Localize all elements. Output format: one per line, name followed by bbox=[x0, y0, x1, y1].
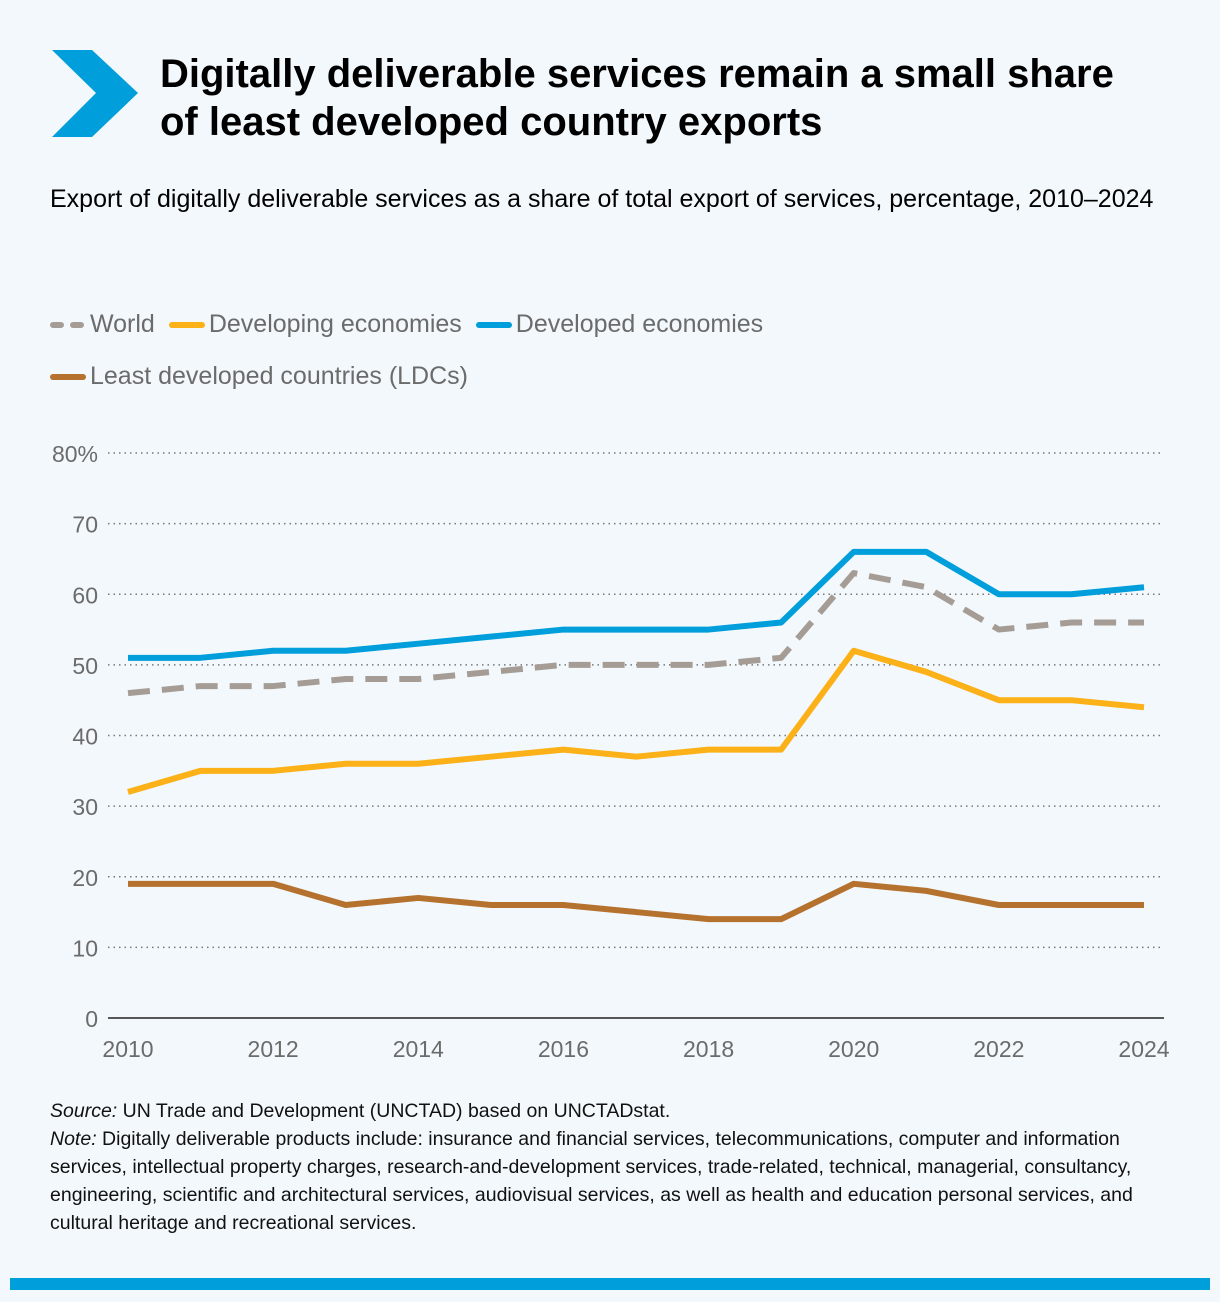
x-tick-label: 2022 bbox=[973, 1036, 1024, 1062]
y-tick-label: 70 bbox=[72, 512, 98, 538]
y-tick-label: 10 bbox=[72, 935, 98, 961]
chart-subtitle: Export of digitally deliverable services… bbox=[50, 185, 1154, 213]
line-chart: 0 10 20 30 40 50 60 70 80% 2010 2012 2014 2016 2018 20… bbox=[52, 441, 1170, 1062]
legend-item: World bbox=[50, 298, 155, 350]
series-line-1 bbox=[127, 647, 1145, 795]
note-line: Note: Digitally deliverable products inc… bbox=[50, 1128, 1133, 1234]
x-tick-label: 2024 bbox=[1118, 1036, 1169, 1062]
y-tick-label: 30 bbox=[72, 794, 98, 820]
x-tick-label: 2014 bbox=[393, 1036, 444, 1062]
y-tick-label: 80% bbox=[52, 441, 98, 467]
y-tick-label: 20 bbox=[72, 865, 98, 891]
y-tick-label: 60 bbox=[72, 582, 98, 608]
chart-notes: Source: UN Trade and Development (UNCTAD… bbox=[50, 1097, 1180, 1237]
bottom-accent-bar bbox=[10, 1278, 1210, 1290]
chevron-right-icon bbox=[52, 50, 138, 137]
legend-item: Developing economies bbox=[168, 298, 462, 350]
legend-swatch bbox=[168, 322, 205, 329]
y-tick-label: 50 bbox=[72, 653, 98, 679]
series-line-0 bbox=[127, 570, 1144, 697]
x-tick-label: 2016 bbox=[538, 1036, 589, 1062]
legend-swatch bbox=[50, 374, 86, 381]
legend: World Developing economies Developed econo… bbox=[50, 298, 1150, 402]
series-line-2 bbox=[128, 548, 1145, 661]
series-line-3 bbox=[128, 880, 1144, 923]
page-title: Digitally deliverable services remain a … bbox=[160, 52, 1114, 144]
x-tick-label: 2020 bbox=[828, 1036, 879, 1062]
source-line: Source: UN Trade and Development (UNCTAD… bbox=[50, 1100, 671, 1122]
x-tick-label: 2012 bbox=[248, 1036, 299, 1062]
y-tick-label: 0 bbox=[85, 1006, 98, 1032]
legend-item: Developed economies bbox=[475, 298, 763, 350]
y-tick-label: 40 bbox=[72, 724, 98, 750]
x-tick-label: 2010 bbox=[102, 1036, 153, 1062]
legend-item: Least developed countries (LDCs) bbox=[50, 350, 468, 402]
legend-swatch bbox=[50, 322, 86, 329]
legend-swatch bbox=[475, 322, 512, 329]
x-tick-label: 2018 bbox=[683, 1036, 734, 1062]
